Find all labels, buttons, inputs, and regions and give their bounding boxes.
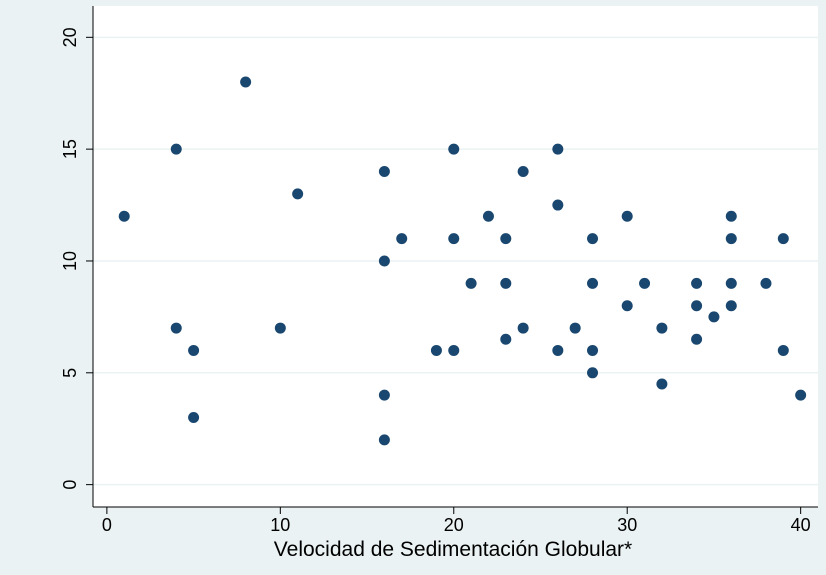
point: [760, 277, 772, 289]
point: [430, 344, 442, 356]
point: [500, 333, 512, 345]
point: [292, 188, 304, 200]
point: [691, 333, 703, 345]
point: [378, 434, 390, 446]
y-tick-label: 15: [60, 139, 80, 159]
point: [188, 344, 200, 356]
point: [500, 233, 512, 245]
point: [552, 344, 564, 356]
point: [691, 277, 703, 289]
point: [465, 277, 477, 289]
point: [725, 233, 737, 245]
point: [725, 300, 737, 312]
x-tick-label: 0: [102, 515, 112, 535]
point: [777, 233, 789, 245]
point: [118, 210, 130, 222]
point: [587, 233, 599, 245]
point: [240, 76, 252, 88]
point: [378, 166, 390, 178]
point: [708, 311, 720, 323]
point: [777, 344, 789, 356]
point: [656, 378, 668, 390]
point: [170, 143, 182, 155]
point: [170, 322, 182, 334]
y-tick-label: 5: [60, 368, 80, 378]
point: [587, 367, 599, 379]
point: [691, 300, 703, 312]
x-tick-label: 30: [617, 515, 637, 535]
x-tick-label: 10: [270, 515, 290, 535]
point: [725, 210, 737, 222]
point: [587, 344, 599, 356]
plot-area: [93, 6, 818, 507]
point: [621, 210, 633, 222]
point: [639, 277, 651, 289]
point: [725, 277, 737, 289]
point: [621, 300, 633, 312]
point: [587, 277, 599, 289]
point: [500, 277, 512, 289]
point: [378, 389, 390, 401]
point: [552, 199, 564, 211]
x-axis-label: Velocidad de Sedimentación Globular*: [274, 538, 632, 561]
point: [274, 322, 286, 334]
point: [569, 322, 581, 334]
point: [188, 412, 200, 424]
x-tick-label: 20: [444, 515, 464, 535]
point: [378, 255, 390, 267]
y-tick-label: 20: [60, 27, 80, 47]
point: [448, 233, 460, 245]
y-tick-label: 10: [60, 251, 80, 271]
point: [482, 210, 494, 222]
point: [396, 233, 408, 245]
point: [448, 344, 460, 356]
point: [795, 389, 807, 401]
x-tick-label: 40: [791, 515, 811, 535]
point: [656, 322, 668, 334]
point: [517, 166, 529, 178]
y-tick-label: 0: [60, 480, 80, 490]
point: [517, 322, 529, 334]
point: [552, 143, 564, 155]
point: [448, 143, 460, 155]
